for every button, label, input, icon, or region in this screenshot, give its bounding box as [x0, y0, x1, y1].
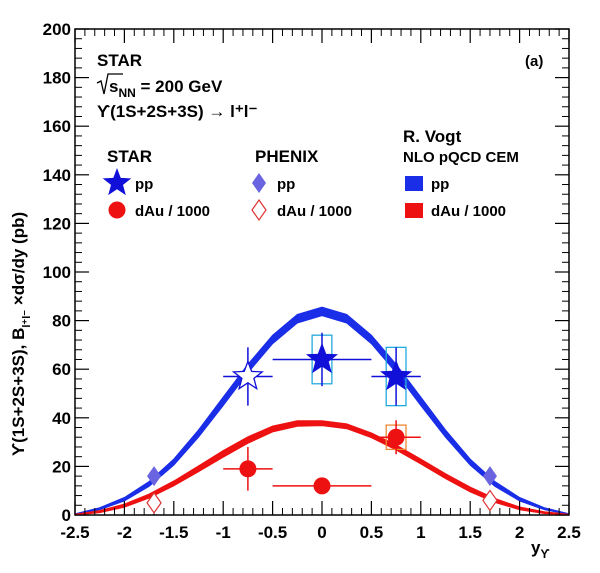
star-dau-marker [239, 460, 257, 478]
legend-theory-pp-swatch [405, 176, 423, 191]
star-pp-marker [305, 342, 339, 374]
phenix-dau-marker [482, 489, 498, 512]
energy-label: sNN = 200 GeV [96, 73, 223, 100]
x-axis-title: yϒ [531, 538, 550, 561]
y-tick-label: 120 [43, 214, 71, 233]
phenix-pp-marker [482, 466, 497, 487]
x-tick-label: 0.5 [360, 523, 384, 542]
x-tick-label: -1 [216, 523, 231, 542]
legend-theory-pp: pp [431, 176, 449, 193]
experiment-label: STAR [97, 51, 142, 70]
svg-text:sNN = 200 GeV: sNN = 200 GeV [109, 77, 223, 100]
y-tick-label: 140 [43, 166, 71, 185]
legend-phenix-pp: pp [277, 176, 295, 193]
x-tick-label: 2 [515, 523, 524, 542]
legend-phenix-dau: dAu / 1000 [277, 203, 352, 220]
phenix-pp-marker [147, 466, 162, 487]
y-tick-label: 0 [62, 506, 71, 525]
y-tick-label: 200 [43, 20, 71, 39]
sqrt-sign [96, 73, 123, 95]
y-axis-title-main: ϒ(1S+2S+3S), B [9, 328, 28, 456]
y-tick-label: 180 [43, 69, 71, 88]
x-tick-label: 0 [317, 523, 326, 542]
panel-label: (a) [525, 53, 543, 70]
legend-theory-heading: R. Vogt [403, 127, 462, 146]
legend-star-pp-marker [102, 168, 132, 196]
y-tick-label: 160 [43, 117, 71, 136]
axis-ticks: -2.5 -2 -1.5 -1 -0.5 0 0.5 1 1.5 2 2.5 0 20 40 60 80 100… [43, 20, 581, 542]
legend-theory-subheading: NLO pQCD CEM [403, 149, 519, 166]
y-tick-label: 20 [52, 457, 71, 476]
y-tick-label: 60 [52, 360, 71, 379]
y-tick-label: 80 [52, 312, 71, 331]
x-tick-label: -2.5 [60, 523, 89, 542]
x-tick-label: -2 [117, 523, 132, 542]
x-axis-title-main: y [531, 538, 541, 557]
x-axis-title-sub: ϒ [540, 547, 550, 561]
data-points [146, 332, 498, 514]
legend-markers [102, 168, 423, 222]
x-tick-label: 2.5 [557, 523, 581, 542]
x-tick-label: -0.5 [258, 523, 287, 542]
legend-theory-dau: dAu / 1000 [431, 203, 506, 220]
phenix-dau-marker [146, 491, 162, 514]
energy-symbol: s [109, 77, 118, 96]
star-dau-marker [313, 477, 331, 495]
star-pp-open-marker [231, 359, 264, 391]
star-dau-marker [387, 428, 405, 446]
legend-theory-dau-swatch [405, 203, 423, 218]
y-axis-title: ϒ(1S+2S+3S), Bl⁺l⁻ ×dσ/dy (pb) [9, 212, 33, 456]
legend-phenix-dau-marker [251, 198, 267, 222]
y-tick-label: 100 [43, 263, 71, 282]
energy-subscript: NN [118, 86, 135, 100]
legend-phenix-pp-marker [252, 173, 266, 193]
y-tick-label: 40 [52, 409, 71, 428]
legend-star-dau-marker [108, 201, 126, 219]
process-label: ϒ(1S+2S+3S) → l⁺l⁻ [97, 102, 258, 121]
legend-star-pp: pp [135, 176, 153, 193]
energy-value: = 200 GeV [136, 77, 223, 96]
y-axis-title-sub: l⁺l⁻ [21, 310, 33, 328]
y-axis-title-tail: ×dσ/dy (pb) [9, 212, 28, 310]
star-pp-marker [380, 359, 413, 391]
x-tick-label: -1.5 [159, 523, 188, 542]
legend-star-heading: STAR [107, 147, 152, 166]
x-tick-label: 1.5 [458, 523, 482, 542]
legend-star-dau: dAu / 1000 [135, 203, 210, 220]
x-tick-label: 1 [416, 523, 425, 542]
legend-phenix-heading: PHENIX [255, 147, 319, 166]
